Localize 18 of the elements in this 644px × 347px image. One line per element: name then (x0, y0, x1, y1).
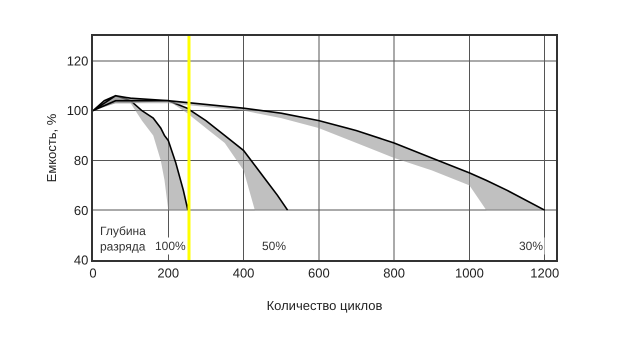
y-tick-label: 100 (66, 103, 88, 118)
y-tick-label: 80 (74, 152, 88, 168)
y-tick-label: 60 (74, 202, 88, 218)
y-tick-label: 40 (74, 252, 88, 268)
annotation: Глубина разряда (100, 224, 146, 254)
x-tick-label: 200 (157, 266, 180, 281)
text: 30% (519, 239, 544, 253)
y-axis-title: Емкость, % (44, 113, 59, 182)
y-tick-label: 120 (66, 53, 88, 68)
x-tick-label: 1200 (530, 266, 560, 281)
x-tick-label: 1000 (454, 266, 484, 281)
text: 100% (155, 239, 186, 253)
text: 50% (262, 239, 286, 253)
x-tick-label: 400 (232, 266, 254, 281)
x-tick-label: 800 (383, 266, 405, 281)
x-tick-label: 0 (89, 266, 97, 281)
x-axis-title: Количество циклов (266, 298, 383, 313)
x-tick-label: 600 (308, 266, 330, 281)
